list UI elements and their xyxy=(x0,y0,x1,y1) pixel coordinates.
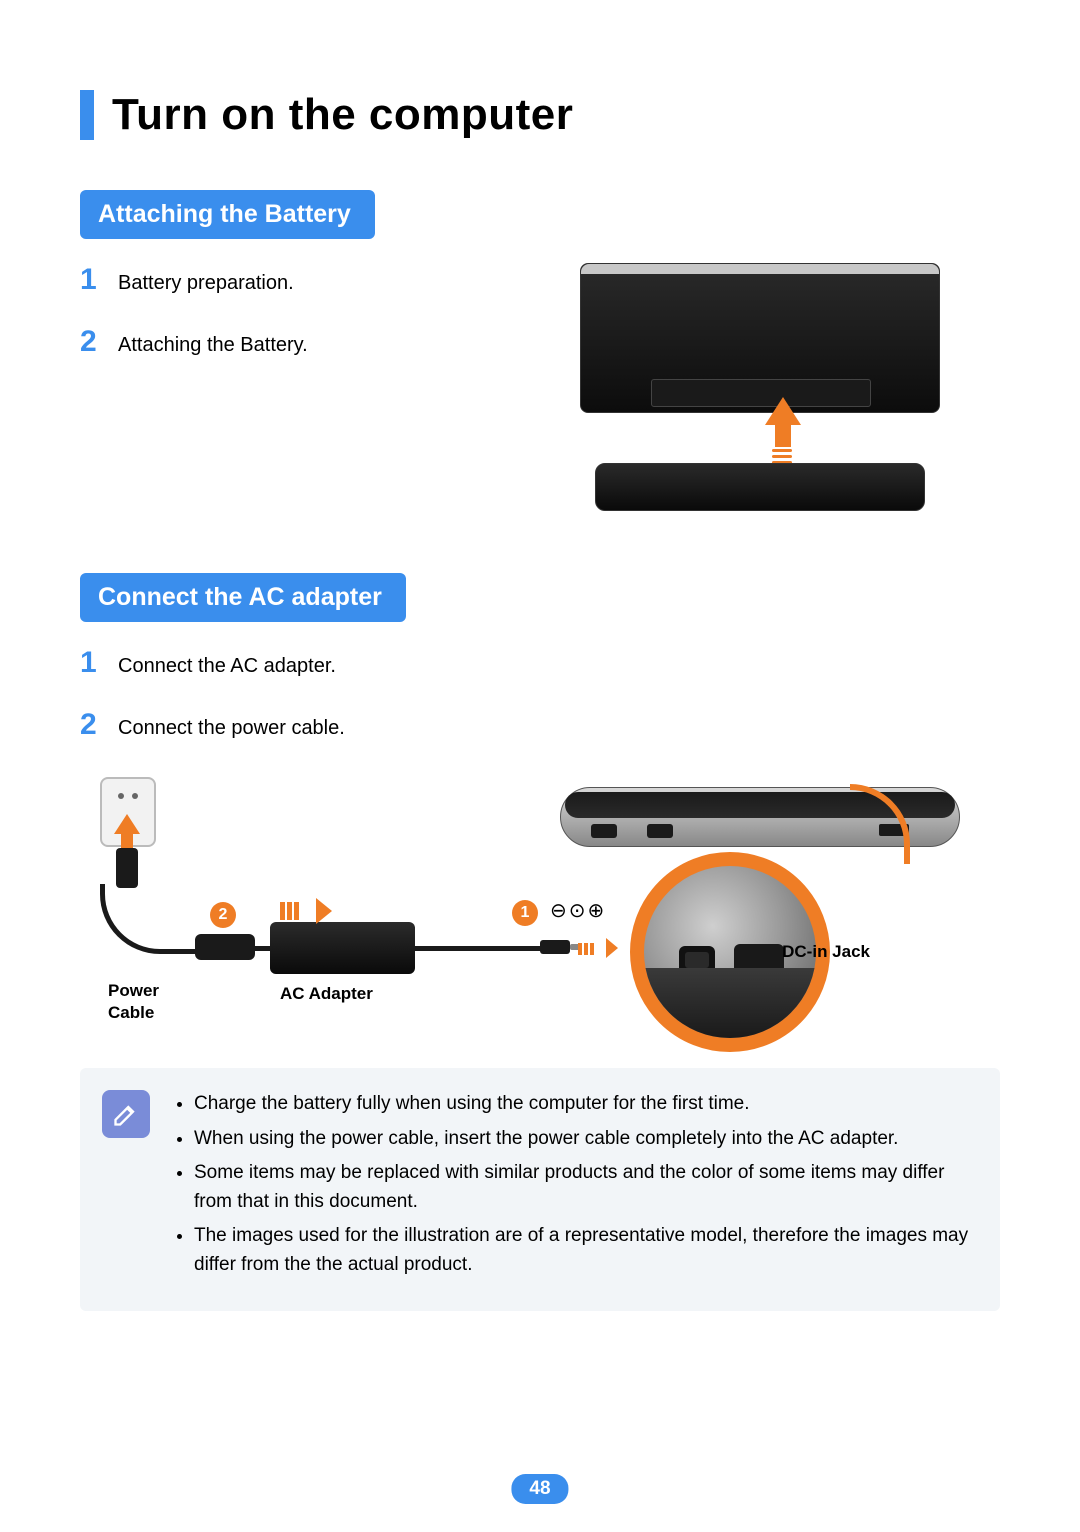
step: 2 Connect the power cable. xyxy=(80,708,1000,742)
section2-heading: Connect the AC adapter xyxy=(80,573,406,622)
tip-list: Charge the battery fully when using the … xyxy=(172,1090,974,1285)
tip-item: When using the power cable, insert the p… xyxy=(194,1125,974,1154)
laptop-bottom-shape xyxy=(580,263,940,413)
title-accent-bar xyxy=(80,90,94,140)
tip-box: Charge the battery fully when using the … xyxy=(80,1068,1000,1311)
step-text: Battery preparation. xyxy=(118,266,294,295)
step-text: Connect the AC adapter. xyxy=(118,649,336,678)
step-number: 2 xyxy=(80,708,118,742)
battery-illustration xyxy=(540,263,1000,513)
step-number: 2 xyxy=(80,325,118,359)
arrow-right-icon xyxy=(280,902,320,920)
section1-steps: 1 Battery preparation. 2 Attaching the B… xyxy=(80,263,500,513)
section-connect-ac-adapter: Connect the AC adapter 1 Connect the AC … xyxy=(80,573,1000,1032)
tip-item: Charge the battery fully when using the … xyxy=(194,1090,974,1119)
section1-body: 1 Battery preparation. 2 Attaching the B… xyxy=(80,263,1000,513)
laptop-edge-shape xyxy=(644,968,816,1038)
plug-shape xyxy=(116,848,138,888)
arrow-up-icon xyxy=(114,814,140,834)
page-title: Turn on the computer xyxy=(112,90,573,140)
arrow-up-icon xyxy=(765,397,801,425)
step: 1 Connect the AC adapter. xyxy=(80,646,1000,680)
note-icon xyxy=(102,1090,150,1138)
dc-tip-shape xyxy=(540,940,570,954)
dc-polarity-symbol: ⊖⊙⊕ xyxy=(550,898,606,923)
label-power-cable: Power Cable xyxy=(108,980,159,1024)
step-number: 1 xyxy=(80,263,118,297)
step: 2 Attaching the Battery. xyxy=(80,325,500,359)
label-dc-in-jack: DC-in Jack xyxy=(782,942,870,962)
step-number: 1 xyxy=(80,646,118,680)
arrow-right-icon xyxy=(578,942,608,954)
ports-shape xyxy=(591,824,673,838)
title-row: Turn on the computer xyxy=(80,90,1000,140)
battery-pack-shape xyxy=(595,463,925,511)
step: 1 Battery preparation. xyxy=(80,263,500,297)
tip-item: The images used for the illustration are… xyxy=(194,1222,974,1279)
cable-shape xyxy=(415,946,545,951)
step-text: Connect the power cable. xyxy=(118,711,345,740)
section-attaching-battery: Attaching the Battery 1 Battery preparat… xyxy=(80,190,1000,513)
section2-steps: 1 Connect the AC adapter. 2 Connect the … xyxy=(80,646,1000,742)
tip-item: Some items may be replaced with similar … xyxy=(194,1159,974,1216)
step-text: Attaching the Battery. xyxy=(118,328,308,357)
adapter-illustration: 2 1 ⊖⊙⊕ Power Cable AC Adapter DC-in Jac… xyxy=(80,772,1000,1032)
page-number: 48 xyxy=(511,1474,568,1504)
step-badge-2: 2 xyxy=(210,902,236,928)
step-badge-1: 1 xyxy=(512,900,538,926)
section1-heading: Attaching the Battery xyxy=(80,190,375,239)
manual-page: Turn on the computer Attaching the Batte… xyxy=(0,0,1080,1532)
ac-adapter-shape xyxy=(270,922,415,974)
battery-slot-shape xyxy=(651,379,871,407)
label-ac-adapter: AC Adapter xyxy=(280,984,373,1004)
cable-shape xyxy=(235,946,275,951)
